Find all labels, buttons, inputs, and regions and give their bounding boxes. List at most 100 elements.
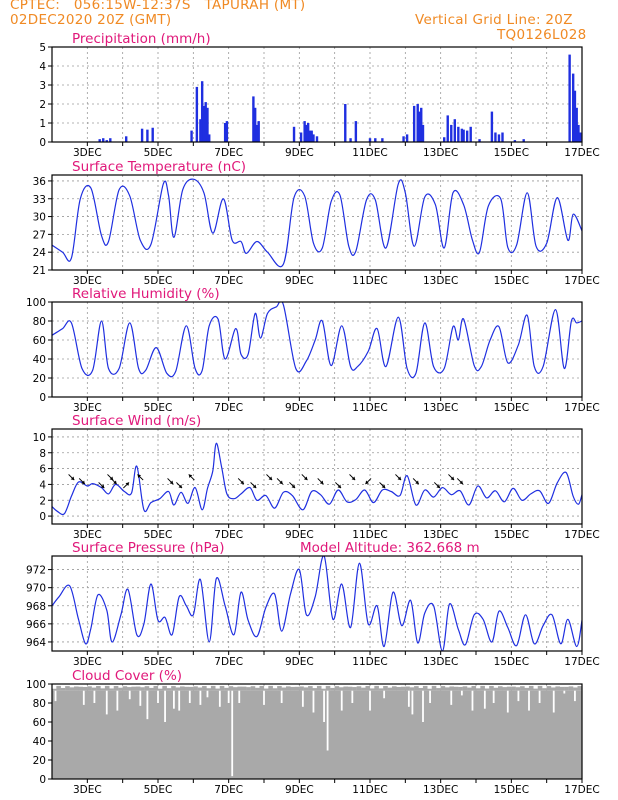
cloud-cover-dip <box>340 689 343 711</box>
x-tick-label: 11DEC <box>352 529 387 541</box>
cloud-cover-bar <box>241 686 247 691</box>
cloud-cover-dip <box>369 689 371 711</box>
cloud-cover-bar <box>162 685 167 691</box>
cloud-cover-bar <box>361 687 366 691</box>
cloud-cover-bar <box>528 685 534 691</box>
x-tick-label: 17DEC <box>564 784 599 796</box>
precip-bar <box>105 140 108 142</box>
series-line <box>52 442 582 516</box>
precip-bar <box>204 102 207 142</box>
cloud-cover-bar <box>391 686 397 691</box>
cloud-cover-bar <box>325 685 331 691</box>
wind-arrow-head <box>178 484 183 489</box>
cloud-cover-bar <box>135 686 141 691</box>
wind-arrow <box>412 478 420 485</box>
cloud-cover-bar <box>374 685 379 691</box>
x-tick-label: 3DEC <box>73 275 102 287</box>
cloud-cover-bar <box>418 687 424 691</box>
cloud-cover-bar <box>506 686 512 691</box>
wind-arrow-head <box>137 474 142 478</box>
cloud-cover-bar <box>206 688 212 691</box>
y-tick-label: 2 <box>39 99 46 111</box>
precip-bar <box>416 104 419 142</box>
x-tick-label: 3DEC <box>73 784 102 796</box>
cloud-cover-bar <box>400 686 406 691</box>
cloud-cover-bar <box>444 687 450 691</box>
y-tick-label: 972 <box>26 565 46 577</box>
cloud-cover-bar <box>414 686 419 691</box>
x-tick-label: 13DEC <box>423 784 458 796</box>
y-tick-label: 10 <box>33 432 46 444</box>
x-tick-label: 5DEC <box>144 529 173 541</box>
x-tick-label: 13DEC <box>423 529 458 541</box>
cloud-cover-bar <box>343 686 349 691</box>
precip-bar <box>577 124 580 142</box>
cloud-cover-bar <box>502 687 508 691</box>
precip-bar <box>568 54 571 142</box>
cloud-cover-dip <box>82 689 85 705</box>
precip-bar <box>381 138 384 142</box>
cloud-cover-bar <box>334 686 340 691</box>
x-tick-label: 15DEC <box>494 784 529 796</box>
cloud-cover-bar <box>215 688 220 691</box>
precip-bar <box>257 121 260 142</box>
wind-arrow <box>266 474 273 481</box>
cloud-cover-bar <box>431 685 437 691</box>
precip-bar <box>522 139 525 142</box>
cloud-cover-bar <box>352 687 357 691</box>
cloud-cover-bar <box>184 686 190 691</box>
wind-arrow-head <box>268 476 273 481</box>
cloud-cover-bar <box>109 688 114 691</box>
cloud-cover-dip <box>506 689 509 713</box>
cloud-cover-bar <box>546 686 552 691</box>
precip-bar <box>443 137 446 142</box>
cloud-cover-dip <box>450 689 453 705</box>
cloud-cover-bar <box>272 688 278 691</box>
cloud-cover-dip <box>528 689 530 711</box>
cloud-cover-bar <box>475 688 481 691</box>
wind-arrow <box>433 482 441 489</box>
cloud-cover-bar <box>577 686 582 691</box>
cloud-cover-bar <box>281 687 287 691</box>
wind-arrow <box>78 478 86 485</box>
wind-arrow <box>98 482 105 489</box>
cloud-cover-bar <box>56 685 61 691</box>
cloud-cover-bar <box>471 686 477 691</box>
y-tick-label: 4 <box>39 61 46 73</box>
series-group <box>52 302 582 379</box>
precip-bar <box>151 127 154 142</box>
cloud-cover-bar <box>511 686 516 691</box>
cloud-cover-bar <box>467 687 472 691</box>
wind-arrow <box>123 482 130 489</box>
y-tick-label: 968 <box>26 601 46 613</box>
cloud-cover-bar <box>153 685 159 691</box>
precip-bar <box>402 136 405 142</box>
precip-bar <box>418 111 421 142</box>
cloud-cover-dip <box>146 689 149 720</box>
wind-arrow <box>379 482 386 489</box>
cloud-cover-bar <box>87 686 92 691</box>
cloud-cover-bar <box>405 686 410 691</box>
precip-bar <box>469 126 472 142</box>
y-tick-label: 80 <box>33 698 46 710</box>
header-line-2: 02DEC2020 20Z (GMT) <box>10 12 172 28</box>
cloud-cover-bar <box>493 687 499 691</box>
precip-bar <box>421 124 425 142</box>
x-tick-label: 13DEC <box>423 402 458 414</box>
precip-bar <box>465 130 469 142</box>
precip-bar <box>109 138 112 142</box>
precip-bar <box>368 138 372 142</box>
cloud-cover-dip <box>411 689 414 715</box>
cloud-cover-bar <box>330 687 335 691</box>
x-tick-label: 7DEC <box>214 147 243 159</box>
header-line-1: CPTEC: 056:15W-12:37S TAPURAH (MT) <box>10 0 306 13</box>
cloud-cover-bar <box>104 685 110 691</box>
precip-bar <box>412 105 416 142</box>
x-tick-label: 11DEC <box>352 656 387 668</box>
x-tick-label: 9DEC <box>285 275 314 287</box>
x-tick-label: 13DEC <box>423 147 458 159</box>
cloud-cover-dip <box>422 689 424 722</box>
x-tick-label: 17DEC <box>564 147 599 159</box>
wind-arrow-head <box>303 476 308 481</box>
wind-arrow-head <box>81 480 85 485</box>
